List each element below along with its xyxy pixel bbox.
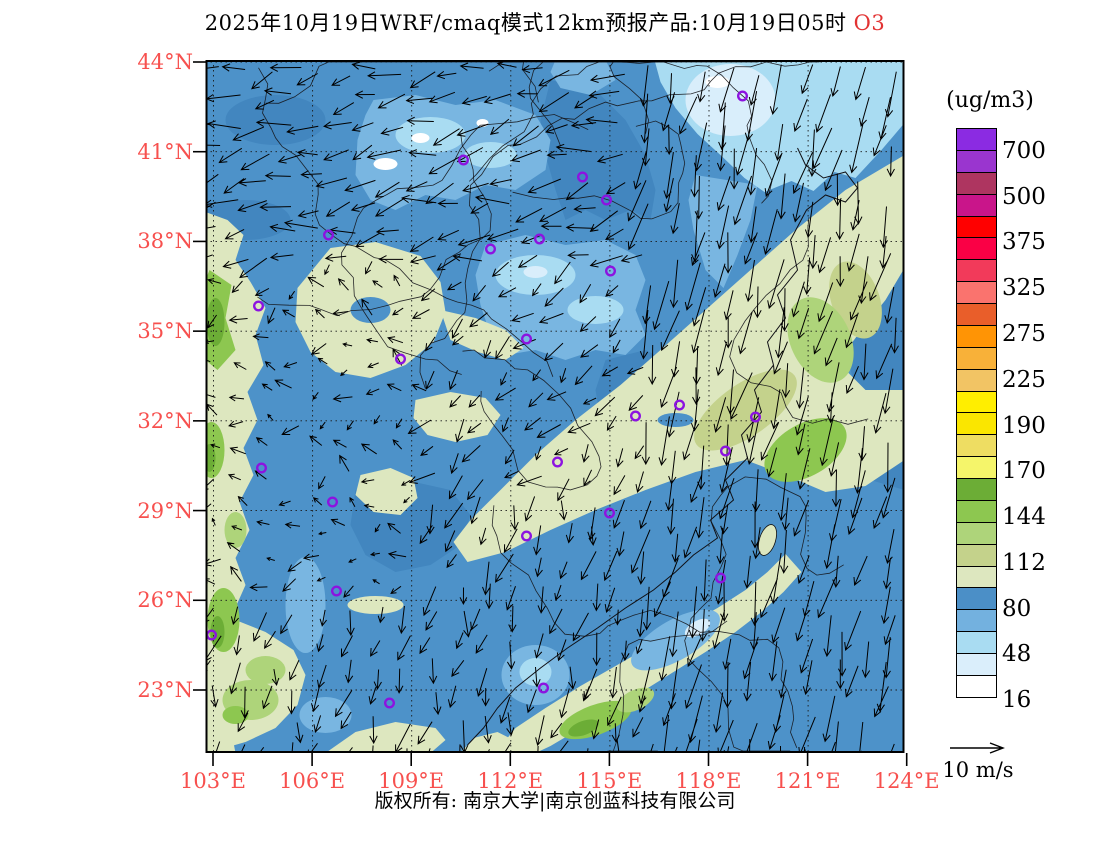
pollutant-label: O3 xyxy=(853,11,886,35)
city-marker xyxy=(604,507,616,519)
city-marker xyxy=(330,585,342,597)
legend-tick-label: 190 xyxy=(1002,412,1046,439)
legend-tick-label: 225 xyxy=(1002,366,1046,393)
city-marker xyxy=(577,171,589,183)
city-marker xyxy=(552,456,564,468)
lat-tick-label: 32°N xyxy=(137,408,193,433)
colorbar xyxy=(956,128,997,698)
wind-arrow xyxy=(205,60,899,753)
page-title: 2025年10月19日WRF/cmaq模式12km预报产品:10月19日05时 … xyxy=(0,7,1090,37)
city-marker xyxy=(322,229,334,241)
coastline xyxy=(467,147,859,746)
lat-tick-label: 38°N xyxy=(137,229,193,254)
legend-tick-label: 275 xyxy=(1002,321,1046,347)
city-marker xyxy=(521,333,533,345)
legend-tick-label: 16 xyxy=(1002,687,1032,714)
city-marker xyxy=(720,445,732,457)
lon-tick-label: 121°E xyxy=(774,769,841,793)
lat-tick-label: 41°N xyxy=(137,139,193,164)
wind-scale-label: 10 m/s xyxy=(942,758,1014,782)
city-marker xyxy=(534,233,546,245)
lon-tick-label: 118°E xyxy=(675,769,742,793)
map-plot xyxy=(205,60,905,753)
title-text: 2025年10月19日WRF/cmaq模式12km预报产品:10月19日05时 xyxy=(204,11,847,35)
city-marker xyxy=(457,154,469,166)
lon-tick-label: 103°E xyxy=(180,769,246,793)
legend-tick-label: 325 xyxy=(1002,275,1046,302)
city-marker xyxy=(601,194,613,206)
legend-tick-label: 144 xyxy=(1002,504,1046,530)
lat-tick-label: 35°N xyxy=(137,319,193,344)
copyright-text: 版权所有: 南京大学|南京创蓝科技有限公司 xyxy=(374,790,736,812)
lon-tick-label: 109°E xyxy=(378,769,445,793)
lat-tick-label: 23°N xyxy=(137,678,193,702)
city-marker xyxy=(485,243,497,255)
city-marker xyxy=(256,462,268,474)
lon-tick-label: 115°E xyxy=(576,769,643,793)
city-marker xyxy=(674,399,686,411)
map-area xyxy=(205,60,905,753)
lat-tick-label: 26°N xyxy=(137,588,193,613)
city-marker xyxy=(630,410,642,422)
city-marker xyxy=(326,496,338,508)
city-marker xyxy=(715,572,727,584)
legend-cell xyxy=(956,674,997,698)
lat-tick-label: 44°N xyxy=(137,50,193,74)
lat-tick-label: 29°N xyxy=(137,498,193,523)
lon-tick-label: 112°E xyxy=(477,769,544,793)
legend-tick-label: 375 xyxy=(1002,229,1046,256)
wind-arrows xyxy=(205,60,899,753)
city-marker xyxy=(737,90,749,102)
city-marker xyxy=(605,265,617,277)
legend-tick-label: 48 xyxy=(1002,641,1032,668)
map-frame xyxy=(205,60,905,753)
city-marker xyxy=(538,682,550,694)
city-marker xyxy=(750,411,762,423)
legend-tick-label: 500 xyxy=(1002,183,1046,210)
legend-tick-label: 80 xyxy=(1002,595,1032,622)
legend-tick-label: 700 xyxy=(1002,137,1046,164)
graticule-gridlines xyxy=(205,60,905,753)
city-marker xyxy=(521,530,533,542)
lon-tick-label: 124°E xyxy=(873,769,940,793)
city-markers xyxy=(205,90,762,709)
city-marker xyxy=(383,697,395,709)
legend-tick-label: 170 xyxy=(1002,458,1046,485)
colorbar-unit: (ug/m3) xyxy=(946,88,1034,113)
lon-tick-label: 106°E xyxy=(279,769,346,793)
wind-scale-arrow xyxy=(950,742,1005,754)
legend-tick-label: 112 xyxy=(1002,549,1046,576)
city-marker xyxy=(253,300,265,312)
city-marker xyxy=(394,353,406,365)
